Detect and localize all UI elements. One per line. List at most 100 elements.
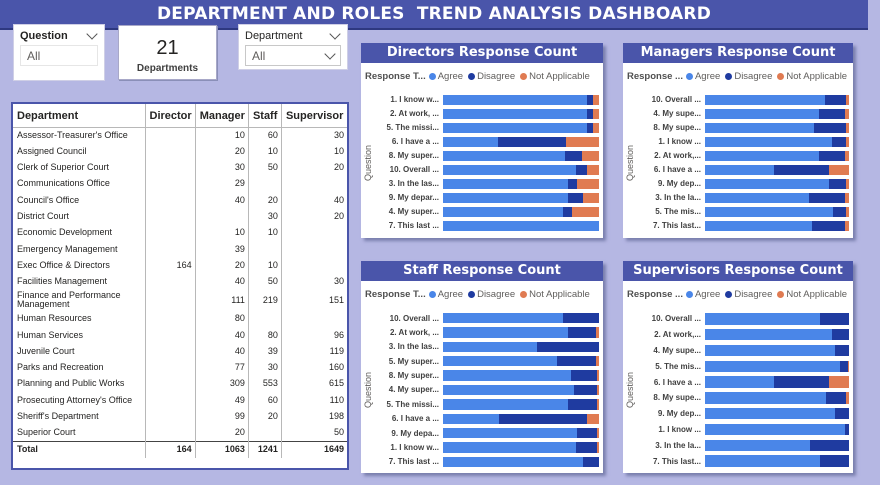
bar-row[interactable]: 4. My super... [375,384,601,396]
table-row[interactable]: Sheriff's Department 99 20 198 [13,408,347,425]
bar-row[interactable]: 5. The missi... [375,122,601,134]
bar-row[interactable]: 4. My super... [375,206,601,218]
bar-segment-agree[interactable] [443,327,568,338]
bar-segment-agree[interactable] [705,178,829,190]
stacked-bar[interactable] [705,360,849,372]
bar-segment-agree[interactable] [443,427,578,439]
bar-segment-not-applicable[interactable] [597,399,599,410]
bar-row[interactable]: 2. At work,... [637,150,851,162]
bar-segment-agree[interactable] [705,94,825,106]
stacked-bar[interactable] [705,220,849,232]
bar-segment-disagree[interactable] [586,108,593,120]
bar-row[interactable]: 9. My dep... [637,408,851,420]
bar-segment-disagree[interactable] [818,108,845,120]
bar-segment-agree[interactable] [443,192,568,204]
legend-item-agree[interactable]: Agree [685,71,720,82]
legend-item-not-applicable[interactable]: Not Applicable [777,71,847,82]
bar-row[interactable]: 1. I know ... [637,136,851,148]
legend-item-not-applicable[interactable]: Not Applicable [520,71,590,82]
question-dropdown[interactable]: All [20,45,98,66]
bar-segment-disagree[interactable] [577,427,598,439]
stacked-bar[interactable] [705,344,849,357]
stacked-bar[interactable] [443,136,599,148]
bar-segment-disagree[interactable] [824,94,847,106]
bar-row[interactable]: 6. I have a ... [375,413,601,424]
bar-segment-disagree[interactable] [825,392,847,404]
table-row[interactable]: Finance and Performance Management 111 219… [13,289,347,311]
bar-row[interactable]: 5. My super... [375,356,601,367]
bar-segment-agree[interactable] [705,376,775,388]
legend-item-not-applicable[interactable]: Not Applicable [777,289,847,300]
stacked-bar[interactable] [705,122,849,134]
bar-segment-disagree[interactable] [536,341,599,353]
bar-segment-agree[interactable] [443,150,565,162]
bar-segment-disagree[interactable] [811,220,845,232]
bar-segment-not-applicable[interactable] [828,164,849,176]
bar-segment-disagree[interactable] [774,164,829,176]
bar-segment-disagree[interactable] [556,356,596,367]
bar-segment-agree[interactable] [705,220,812,232]
bar-segment-disagree[interactable] [820,455,849,467]
bar-segment-agree[interactable] [705,122,815,134]
bar-segment-agree[interactable] [705,455,821,467]
bar-row[interactable]: 5. The mis... [637,206,851,218]
bar-segment-agree[interactable] [705,313,821,325]
bar-segment-not-applicable[interactable] [581,150,599,162]
bar-segment-disagree[interactable] [567,178,578,190]
bar-segment-not-applicable[interactable] [846,178,849,190]
col-department[interactable]: Department [13,104,146,128]
bar-segment-agree[interactable] [443,313,564,324]
bar-segment-not-applicable[interactable] [583,192,599,204]
bar-segment-disagree[interactable] [567,327,596,338]
bar-segment-not-applicable[interactable] [846,392,849,404]
bar-segment-agree[interactable] [705,206,834,218]
legend-item-disagree[interactable]: Disagree [468,71,515,82]
bar-segment-not-applicable[interactable] [844,220,849,232]
bar-row[interactable]: 8. My super... [375,370,601,381]
bar-row[interactable]: 6. I have a ... [637,376,851,388]
bar-segment-not-applicable[interactable] [846,206,849,218]
bar-row[interactable]: 9. My depar... [375,192,601,204]
stacked-bar[interactable] [443,192,599,204]
table-row[interactable]: Economic Development 10 10 [13,224,347,242]
department-roles-table[interactable]: Department Director Manager Staff Superv… [11,102,349,470]
bar-row[interactable]: 9. My dep... [637,178,851,190]
bar-segment-not-applicable[interactable] [846,122,849,134]
stacked-bar[interactable] [443,427,599,439]
bar-row[interactable]: 3. In the la... [637,192,851,204]
bar-row[interactable]: 4. My supe... [637,344,851,357]
table-row[interactable]: Communications Office 29 [13,175,347,193]
bar-segment-agree[interactable] [705,192,809,204]
bar-row[interactable]: 6. I have a ... [637,164,851,176]
col-supervisor[interactable]: Supervisor [281,104,347,128]
bar-segment-agree[interactable] [443,356,557,367]
bar-segment-agree[interactable] [443,370,571,381]
bar-segment-agree[interactable] [705,408,835,420]
stacked-bar[interactable] [443,206,599,218]
bar-segment-not-applicable[interactable] [592,108,599,120]
stacked-bar[interactable] [443,108,599,120]
department-dropdown[interactable]: All [245,45,341,66]
bar-segment-disagree[interactable] [564,150,582,162]
bar-segment-agree[interactable] [443,108,587,120]
stacked-bar[interactable] [443,356,599,367]
table-row[interactable]: Exec Office & Directors 164 20 10 [13,257,347,274]
stacked-bar[interactable] [443,341,599,353]
table-row[interactable]: Assessor-Treasurer's Office 10 60 30 [13,127,347,144]
stacked-bar[interactable] [705,192,849,204]
legend-item-agree[interactable]: Agree [428,289,463,300]
stacked-bar[interactable] [705,94,849,106]
stacked-bar[interactable] [443,327,599,338]
bar-row[interactable]: 8. My super... [375,150,601,162]
legend-item-agree[interactable]: Agree [428,71,463,82]
stacked-bar[interactable] [705,423,849,436]
table-row[interactable]: Assigned Council 20 10 10 [13,143,347,160]
table-row[interactable]: Emergency Management 39 [13,241,347,258]
bar-segment-disagree[interactable] [818,150,845,162]
bar-segment-agree[interactable] [443,178,568,190]
table-row[interactable]: Parks and Recreation 77 30 160 [13,359,347,377]
stacked-bar[interactable] [443,220,599,232]
bar-segment-agree[interactable] [705,136,832,148]
bar-segment-not-applicable[interactable] [577,178,599,190]
bar-segment-disagree[interactable] [563,206,573,218]
